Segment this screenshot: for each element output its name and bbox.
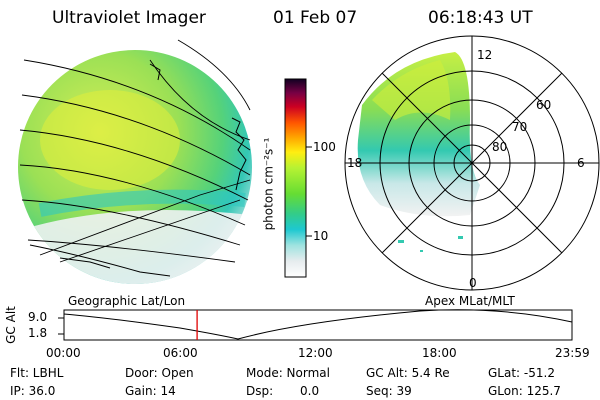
lat-label-70: 70 — [512, 120, 528, 134]
ip-info: IP: 36.0 — [10, 384, 56, 398]
glon-info: GLon: 125.7 — [488, 384, 561, 398]
time-label: 06:18:43 UT — [428, 8, 533, 28]
x-tick-2359: 23:59 — [555, 346, 590, 360]
instrument-title: Ultraviolet Imager — [52, 8, 206, 28]
y-tick-9: 9.0 — [28, 310, 48, 324]
mode-info: Mode: Normal — [246, 366, 330, 380]
mlt-label-18: 18 — [347, 156, 363, 170]
gc-alt-axis-label: GC Alt — [3, 306, 18, 344]
colorbar-unit-label: photon cm⁻²s⁻¹ — [261, 137, 276, 231]
x-tick-0000: 00:00 — [46, 346, 81, 360]
glat-info: GLat: -51.2 — [488, 366, 555, 380]
lat-lon-grid — [19, 39, 251, 263]
x-tick-1200: 12:00 — [298, 346, 333, 360]
mlt-label-12: 12 — [477, 48, 493, 62]
filter-info: Flt: LBHL — [10, 366, 64, 380]
dsp-label: Dsp: — [246, 384, 274, 398]
colorbar-tick-10: 10 — [313, 229, 329, 243]
polar-mlat-mlt-plot — [344, 35, 600, 291]
altitude-timeline — [58, 309, 573, 341]
geographic-earth-image — [18, 39, 252, 284]
colorbar — [284, 78, 312, 278]
gc-alt-info: GC Alt: 5.4 Re — [366, 366, 450, 380]
mlt-label-6: 6 — [577, 156, 585, 170]
geographic-caption: Geographic Lat/Lon — [68, 294, 186, 308]
polar-speckles — [398, 236, 463, 252]
colorbar-tick-100: 100 — [313, 140, 336, 154]
date-label: 01 Feb 07 — [273, 8, 358, 28]
coastlines — [29, 63, 247, 277]
x-tick-1800: 18:00 — [422, 346, 457, 360]
lat-label-60: 60 — [536, 98, 552, 112]
altitude-curve — [63, 309, 573, 340]
door-info: Door: Open — [125, 366, 194, 380]
dsp-value: 0.0 — [300, 384, 320, 398]
mlt-label-0: 0 — [469, 276, 477, 290]
lat-label-80: 80 — [492, 140, 508, 154]
y-tick-1-8: 1.8 — [28, 326, 48, 340]
apex-caption: Apex MLat/MLT — [425, 294, 515, 308]
gain-info: Gain: 14 — [125, 384, 176, 398]
seq-info: Seq: 39 — [366, 384, 412, 398]
x-tick-0600: 06:00 — [163, 346, 198, 360]
